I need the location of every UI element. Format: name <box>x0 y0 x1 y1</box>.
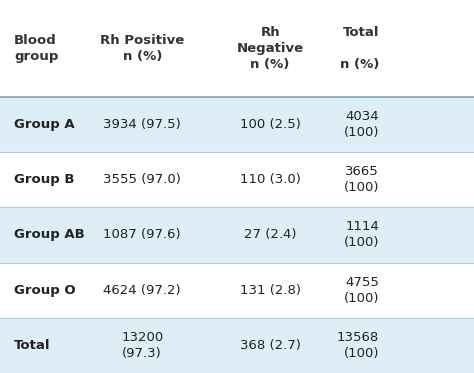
Text: 368 (2.7): 368 (2.7) <box>240 339 301 352</box>
Bar <box>0 0 474 97</box>
Text: 3555 (97.0): 3555 (97.0) <box>103 173 181 186</box>
Text: 3934 (97.5): 3934 (97.5) <box>103 118 181 131</box>
Text: 100 (2.5): 100 (2.5) <box>240 118 301 131</box>
Text: 110 (3.0): 110 (3.0) <box>240 173 301 186</box>
Bar <box>0 207 474 263</box>
Bar <box>0 263 474 318</box>
Text: Group B: Group B <box>14 173 75 186</box>
Text: Rh
Negative
n (%): Rh Negative n (%) <box>237 26 304 71</box>
Text: Group AB: Group AB <box>14 229 85 241</box>
Text: 4034
(100): 4034 (100) <box>344 110 379 139</box>
Text: Rh Positive
n (%): Rh Positive n (%) <box>100 34 184 63</box>
Text: 4755
(100): 4755 (100) <box>344 276 379 305</box>
Text: Total: Total <box>14 339 51 352</box>
Text: 131 (2.8): 131 (2.8) <box>240 284 301 297</box>
Text: 1087 (97.6): 1087 (97.6) <box>103 229 181 241</box>
Text: 13568
(100): 13568 (100) <box>337 331 379 360</box>
Text: 3665
(100): 3665 (100) <box>344 165 379 194</box>
Text: 27 (2.4): 27 (2.4) <box>244 229 296 241</box>
Text: Total

n (%): Total n (%) <box>340 26 379 71</box>
Text: 13200
(97.3): 13200 (97.3) <box>121 331 164 360</box>
Text: 1114
(100): 1114 (100) <box>344 220 379 250</box>
Text: Group A: Group A <box>14 118 75 131</box>
Bar <box>0 318 474 373</box>
Text: Group O: Group O <box>14 284 76 297</box>
Text: 4624 (97.2): 4624 (97.2) <box>103 284 181 297</box>
Bar <box>0 97 474 152</box>
Bar <box>0 152 474 207</box>
Text: Blood
group: Blood group <box>14 34 59 63</box>
